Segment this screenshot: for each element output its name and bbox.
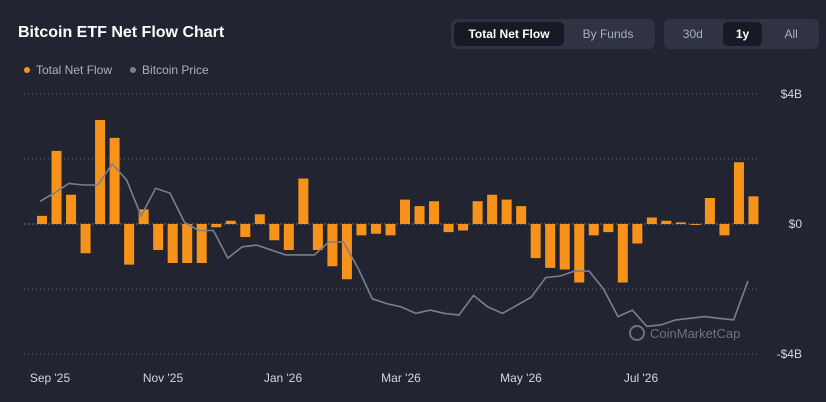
net-flow-bar[interactable] [501,199,512,224]
legend-item-net-flow[interactable]: Total Net Flow [24,63,112,77]
y-tick-label: $4B [781,87,802,101]
net-flow-bar[interactable] [545,224,556,268]
net-flow-bar[interactable] [95,120,106,224]
net-flow-bar[interactable] [632,224,643,244]
coinmarketcap-logo-icon [629,325,645,341]
x-tick-label: Sep '25 [30,371,71,385]
range-all-button[interactable]: All [784,27,798,41]
net-flow-bar[interactable] [66,194,77,224]
net-flow-bar[interactable] [196,224,207,263]
x-tick-label: May '26 [500,371,542,385]
time-range-toggle: 30d 1y All [664,19,819,49]
net-flow-bar[interactable] [138,209,149,224]
net-flow-bar[interactable] [124,224,135,265]
net-flow-bar[interactable] [414,206,425,224]
net-flow-bar[interactable] [37,215,47,224]
net-flow-bar[interactable] [748,196,759,224]
tab-by-funds[interactable]: By Funds [582,27,634,41]
net-flow-bar[interactable] [167,224,178,263]
net-flow-bar[interactable] [327,224,338,267]
legend-dot-bitcoin-price [130,67,137,73]
watermark-text: CoinMarketCap [650,326,740,341]
net-flow-bar[interactable] [704,198,715,224]
net-flow-bar[interactable] [690,224,701,225]
net-flow-bar[interactable] [487,194,498,224]
y-tick-label: -$4B [777,347,802,361]
x-tick-label: Jan '26 [264,371,303,385]
net-flow-bar[interactable] [443,224,454,233]
net-flow-bar[interactable] [370,224,381,234]
chart-title: Bitcoin ETF Net Flow Chart [18,24,225,41]
net-flow-bar[interactable] [51,150,62,224]
net-flow-bar[interactable] [80,224,91,254]
range-1y-button[interactable]: 1y [722,22,763,46]
net-flow-bar[interactable] [574,224,585,283]
net-flow-bar[interactable] [312,224,323,250]
bitcoin-price-line [39,162,749,328]
net-flow-bar[interactable] [400,199,410,224]
range-30d-button[interactable]: 30d [682,27,703,41]
net-flow-bar[interactable] [240,224,251,237]
legend-label-net-flow: Total Net Flow [36,63,113,77]
net-flow-bar[interactable] [559,224,570,270]
net-flow-bar[interactable] [603,224,614,233]
legend-dot-net-flow [24,67,30,73]
net-flow-bar[interactable] [341,224,352,280]
net-flow-bar[interactable] [385,224,396,236]
net-flow-bar[interactable] [211,224,222,228]
net-flow-bar[interactable] [661,220,672,224]
flow-view-toggle: Total Net Flow By Funds [451,19,655,49]
net-flow-bar[interactable] [356,224,367,236]
net-flow-bar[interactable] [298,178,309,225]
net-flow-bar[interactable] [153,224,164,250]
legend-label-bitcoin-price: Bitcoin Price [142,63,209,77]
legend-item-bitcoin-price[interactable]: Bitcoin Price [130,63,209,77]
net-flow-bar[interactable] [733,162,744,224]
x-tick-label: Nov '25 [143,371,184,385]
net-flow-bar[interactable] [588,224,599,236]
chart-legend: Total Net Flow Bitcoin Price [24,63,227,77]
x-tick-label: Mar '26 [381,371,421,385]
coinmarketcap-watermark: CoinMarketCap [629,325,740,341]
net-flow-bar[interactable] [109,137,120,224]
net-flow-bar[interactable] [283,224,294,250]
net-flow-bar[interactable] [472,201,483,224]
net-flow-bar[interactable] [254,214,265,224]
net-flow-bar[interactable] [719,224,730,236]
net-flow-bar[interactable] [429,201,440,224]
net-flow-bar[interactable] [675,222,686,224]
net-flow-bar[interactable] [182,224,193,263]
net-flow-bar[interactable] [646,217,657,225]
net-flow-bar[interactable] [516,206,527,224]
net-flow-bar[interactable] [458,224,469,231]
tab-total-net-flow[interactable]: Total Net Flow [454,22,564,46]
x-tick-label: Jul '26 [624,371,659,385]
net-flow-bar[interactable] [617,224,628,283]
y-tick-label: $0 [789,217,803,231]
net-flow-bar[interactable] [530,224,541,259]
net-flow-bar[interactable] [269,224,280,241]
net-flow-bar[interactable] [225,220,236,224]
